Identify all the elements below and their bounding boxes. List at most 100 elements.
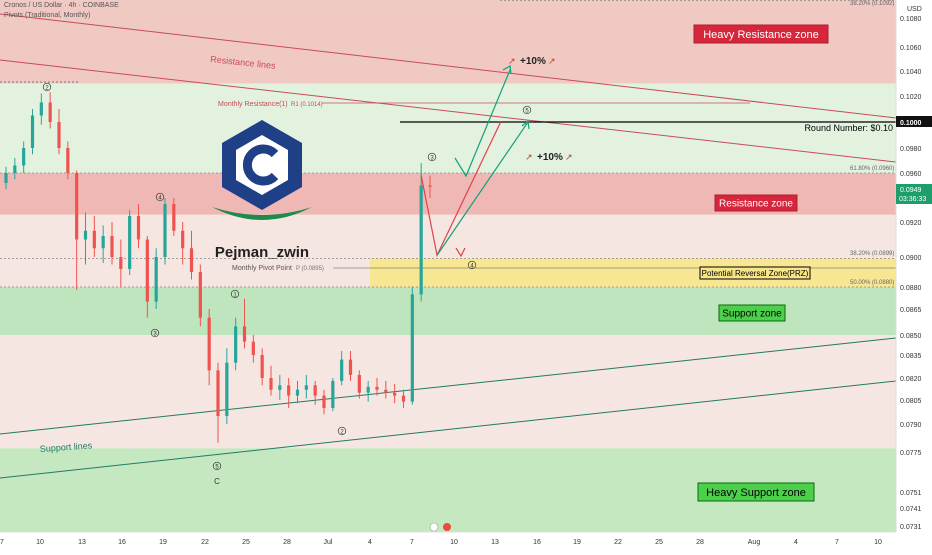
y-tick-label: 0.0920 (900, 220, 922, 227)
annotation-plus10-mid: +10% (537, 152, 563, 163)
support-line-upper (0, 337, 897, 435)
candle-body (30, 115, 35, 148)
candle-body (357, 374, 361, 393)
x-tick-label: 13 (491, 539, 499, 546)
current-price-value: 0.0949 (900, 187, 922, 194)
support-lines-label: Support lines (39, 440, 93, 454)
y-tick-label: 0.1080 (900, 16, 922, 23)
wave-label-5-right-circle (522, 105, 532, 115)
candle-body (287, 385, 291, 396)
candle-body (13, 165, 17, 173)
candle-body (410, 294, 414, 402)
wave-label-c: C (214, 477, 220, 486)
candle-body (128, 216, 132, 269)
y-tick-label: 0.0880 (900, 285, 922, 292)
wave-label-4-left-circle (155, 192, 165, 202)
x-tick-label: 7 (835, 539, 839, 546)
x-tick-label: 7 (0, 539, 4, 546)
resistance-zone-label: Resistance zone (719, 199, 793, 210)
resistance-zone-label-box (714, 194, 798, 212)
candle-body (304, 385, 308, 390)
projection-green-up (436, 121, 529, 256)
candle-body (419, 185, 423, 295)
candle-body (66, 148, 70, 173)
x-tick-label: 28 (696, 539, 704, 546)
logo-c-icon (242, 144, 279, 186)
time-axis (0, 532, 932, 550)
y-tick-label: 0.1040 (900, 69, 922, 76)
wave-label-1: 1 (233, 293, 237, 299)
x-tick-label: 13 (78, 539, 86, 546)
price-axis (896, 0, 932, 550)
y-tick-label: 0.0865 (900, 307, 922, 314)
monthly-r1-label: Monthly Resistance(1) (218, 101, 288, 108)
candle-body (136, 216, 141, 240)
candle-body (331, 380, 335, 408)
x-tick-label: 25 (655, 539, 663, 546)
y-tick-label: 0.0960 (900, 171, 922, 178)
fib-label-top: 38.20% (0.1092) (850, 1, 894, 7)
x-tick-label: 22 (614, 539, 622, 546)
wave-label-4-right-circle (467, 260, 477, 270)
candle-body (295, 389, 300, 396)
candle-body (22, 148, 26, 166)
x-tick-label: 22 (201, 539, 209, 546)
price-axis-unit: USD (907, 6, 922, 13)
annotation-plus10-top: +10% (520, 56, 546, 67)
arrow-glyph-1: ↗ (508, 56, 516, 66)
candle-body (57, 122, 61, 148)
heavy-support-label: Heavy Support zone (706, 487, 806, 499)
candle-body (216, 370, 220, 416)
support-zone-label-box (718, 304, 786, 322)
candle-body (234, 326, 238, 363)
candle-body (110, 236, 114, 257)
round-number-value: 0.1000 (900, 120, 922, 127)
arrowhead-top (502, 65, 512, 75)
x-tick-label: 4 (794, 539, 798, 546)
x-tick-label: 4 (368, 539, 372, 546)
candle-body (207, 317, 211, 371)
wave-label-1-circle (230, 289, 240, 299)
y-tick-label: 0.1060 (900, 45, 922, 52)
zone-light-green-upper-band (0, 83, 896, 173)
heavy-resistance-label-box (693, 24, 829, 44)
arrowhead-round (521, 119, 530, 130)
y-tick-label: 0.0731 (900, 524, 922, 531)
candle-body (225, 362, 229, 416)
arrow-glyph-4: ↗ (565, 152, 573, 162)
candle-body (428, 185, 432, 187)
candle-body (163, 204, 167, 257)
candle-body (83, 230, 88, 240)
arrowhead-drop (455, 247, 466, 258)
x-tick-label: 19 (159, 539, 167, 546)
wave-label-2-top: 2 (45, 86, 49, 92)
wave-label-2-bottom: 2 (340, 430, 344, 436)
y-tick-label: 0.0805 (900, 398, 922, 405)
current-price-tag (896, 184, 932, 204)
arrow-glyph-2: ↗ (548, 56, 556, 66)
wave-label-3-right-circle (427, 152, 437, 162)
candle-body (75, 173, 79, 240)
prz-label-box (699, 266, 811, 280)
y-tick-label: 0.0835 (900, 353, 922, 360)
candle-body (340, 359, 344, 381)
fib-label-382: 38.20% (0.0899) (850, 251, 894, 257)
wave-label-3-left-circle (150, 328, 160, 338)
x-tick-label: Jul (324, 539, 333, 546)
wave-label-2-bottom-circle (337, 426, 347, 436)
y-tick-label: 0.0820 (900, 376, 922, 383)
resistance-line-lower (0, 59, 897, 163)
candle-body (119, 257, 123, 269)
candle-body (393, 392, 397, 396)
candle-body (145, 239, 149, 302)
candle-body (92, 230, 96, 249)
fib-label-50: 50.00% (0.0880) (850, 280, 894, 286)
candle-body (348, 359, 353, 375)
arrow-glyph-3: ↗ (525, 152, 533, 162)
wave-label-2-top-circle (42, 82, 52, 92)
prz-zone (370, 258, 896, 287)
candle-body (4, 173, 8, 183)
author-name: Pejman_zwin (215, 244, 309, 261)
